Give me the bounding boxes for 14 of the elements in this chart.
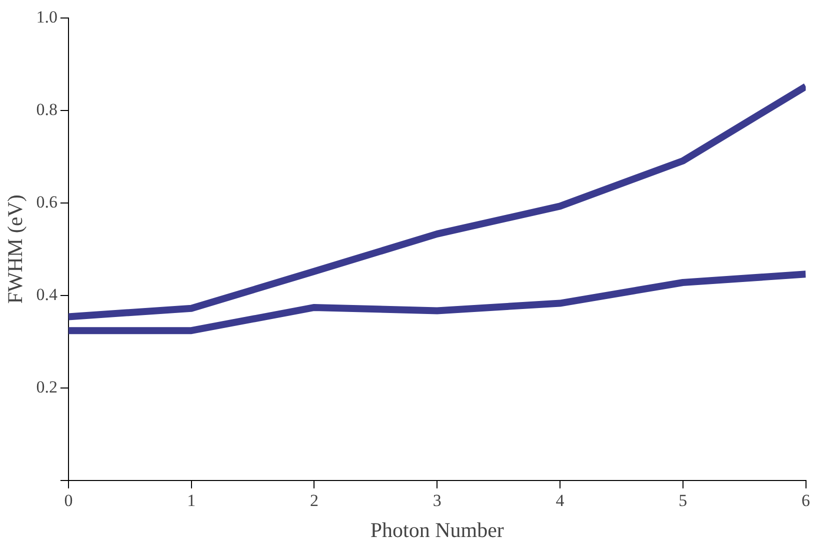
x-axis-title: Photon Number — [370, 518, 504, 542]
x-tick-label: 2 — [310, 491, 318, 510]
x-tick-label: 6 — [802, 491, 810, 510]
y-tick-label: 1.0 — [36, 7, 58, 26]
x-tick-label: 5 — [678, 491, 688, 510]
y-tick-label: 0.2 — [36, 377, 58, 396]
y-tick-label: 0.6 — [36, 192, 58, 212]
y-tick-label: 0.4 — [36, 284, 58, 304]
x-tick-label: 1 — [187, 491, 196, 510]
x-tick-label: 3 — [432, 491, 442, 510]
x-tick-label: 4 — [556, 491, 565, 510]
x-tick-label: 0 — [64, 491, 73, 510]
y-tick-label: 0.8 — [36, 100, 58, 119]
y-axis-title: FWHM (eV) — [3, 194, 28, 304]
